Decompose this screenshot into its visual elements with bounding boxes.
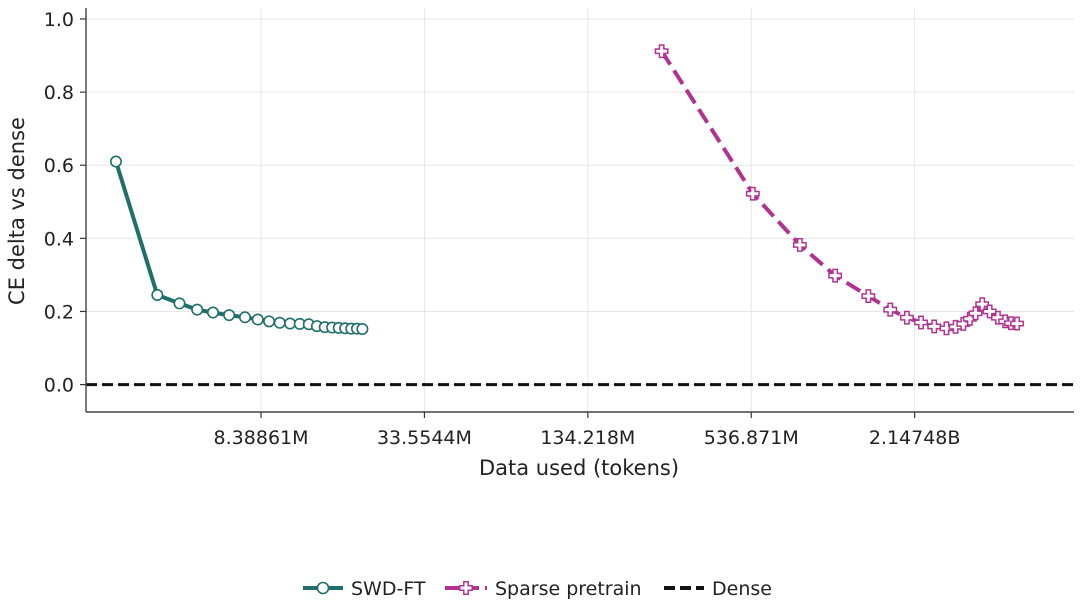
y-axis: 0.0 0.2 0.4 0.6 0.8 1.0 (44, 8, 87, 412)
x-tick-label: 33.5544M (377, 427, 472, 449)
data-point (173, 297, 186, 310)
x-tick-label: 8.38861M (214, 427, 309, 449)
series-line (659, 50, 1018, 331)
data-point (356, 323, 369, 336)
x-tick-label: 134.218M (540, 427, 635, 449)
legend-item: SWD-FT (303, 578, 426, 600)
x-tick-label: 2.14748B (869, 427, 961, 449)
data-point (654, 44, 669, 59)
data-point (914, 315, 928, 330)
legend-label: SWD-FT (351, 578, 426, 600)
legend-label: Dense (712, 578, 772, 600)
data-point (883, 302, 898, 317)
data-point (191, 303, 204, 316)
y-tick-label: 0.6 (44, 155, 74, 177)
series-line (114, 161, 363, 331)
data-point (861, 289, 876, 304)
x-axis-label: Data used (tokens) (479, 456, 679, 480)
data-point (273, 316, 286, 329)
data-point (263, 315, 276, 328)
data-point (109, 155, 122, 168)
data-point (251, 313, 264, 326)
data-point (927, 319, 942, 334)
y-tick-label: 0.2 (44, 301, 74, 323)
series-sparse-pretrain (654, 44, 1024, 336)
legend-item: Sparse pretrain (445, 578, 642, 600)
data-point (151, 289, 164, 302)
y-axis-label: CE delta vs dense (5, 117, 29, 305)
data-point (1010, 316, 1024, 331)
data-point (223, 309, 236, 322)
x-tick-label: 536.871M (704, 427, 799, 449)
legend-item: Dense (664, 578, 772, 600)
data-point (899, 310, 914, 325)
data-point (968, 306, 983, 321)
data-point (828, 268, 843, 283)
grid (86, 8, 1074, 412)
plot-area (86, 44, 1074, 387)
y-tick-label: 0.4 (44, 228, 74, 250)
legend-marker (316, 581, 330, 595)
data-point (792, 237, 807, 252)
series-swd-ft (109, 155, 369, 336)
data-point (745, 186, 760, 201)
data-point (962, 311, 977, 326)
y-tick-label: 0.8 (44, 82, 74, 104)
legend: SWD-FT Sparse pretrain Dense (303, 578, 772, 600)
x-axis: 8.38861M 33.5544M 134.218M 536.871M 2.14748B (86, 411, 1074, 449)
data-point (284, 317, 297, 330)
data-point (206, 306, 219, 319)
y-tick-label: 0.0 (44, 375, 74, 397)
legend-label: Sparse pretrain (495, 578, 642, 600)
y-tick-label: 1.0 (44, 9, 74, 31)
data-point (238, 311, 251, 324)
legend-marker (459, 581, 473, 595)
